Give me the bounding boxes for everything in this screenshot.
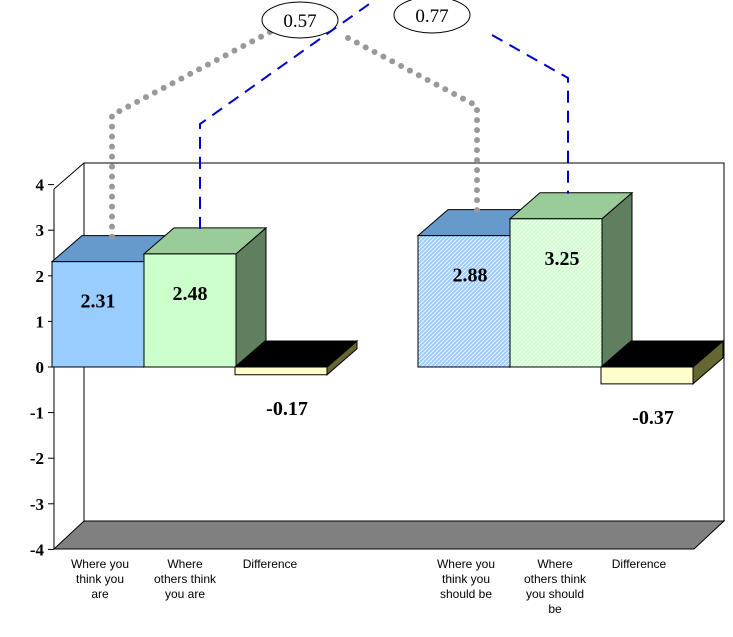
annotations: 0.57 0.77: [109, 0, 569, 240]
bars: [50, 191, 725, 385]
x-category-label: Where you think you are: [70, 557, 130, 601]
x-category-label: Where others think you are: [153, 557, 217, 601]
y-tick-label: 0: [36, 358, 45, 377]
annotation-oval: [393, 0, 471, 34]
bar: [142, 226, 268, 369]
bar-value-label: 3.25: [545, 248, 580, 270]
dashed-connector-line: [199, 1, 569, 229]
x-category-label: Where others think you should be: [523, 557, 587, 616]
y-tick-label: 3: [36, 221, 45, 240]
floor: [52, 520, 726, 550]
annotation-oval: [261, 1, 339, 39]
bar-side-face: [601, 191, 633, 369]
bar-value-label: -0.37: [632, 407, 674, 429]
y-tick-label: -2: [30, 449, 44, 468]
y-tick-label: -4: [30, 540, 45, 559]
bar-front-face: [51, 261, 145, 368]
y-tick-label: 1: [36, 312, 45, 331]
y-tick-label: 4: [36, 176, 45, 195]
bar: [508, 191, 634, 369]
x-category-label: Where you think you should be: [436, 557, 496, 601]
annotation-text: 0.77: [415, 6, 448, 27]
y-tick-label: -3: [30, 495, 44, 514]
bar-front-face: [417, 235, 511, 368]
left-wall-top-edge: [53, 162, 85, 190]
x-category-label: Difference: [242, 557, 298, 571]
bar-value-label: 2.31: [81, 291, 116, 313]
bar-value-label: 2.88: [453, 265, 488, 287]
bar-front-face: [234, 366, 328, 376]
dotted-connector-line: [109, 29, 480, 240]
bar-front-face: [600, 366, 694, 385]
bar-front-face: [509, 218, 603, 368]
annotation-text: 0.57: [283, 11, 316, 32]
bar: [599, 339, 725, 385]
x-category-label: Difference: [611, 557, 667, 571]
bar-value-label: -0.17: [266, 398, 308, 420]
y-tick-label: -1: [30, 404, 44, 423]
bar: [233, 339, 359, 376]
bar-value-label: 2.48: [173, 283, 208, 305]
y-tick-label: 2: [36, 267, 45, 286]
difference-annotation: 0.57: [109, 1, 480, 240]
value-labels: 2.31 2.48 -0.17 2.88 3.25 -0.37: [81, 248, 674, 429]
difference-annotation: 0.77: [199, 0, 569, 229]
y-ticks: 4 3 2 1 0 -1 -2 -3 -4: [30, 176, 54, 559]
bar-front-face: [143, 253, 237, 368]
